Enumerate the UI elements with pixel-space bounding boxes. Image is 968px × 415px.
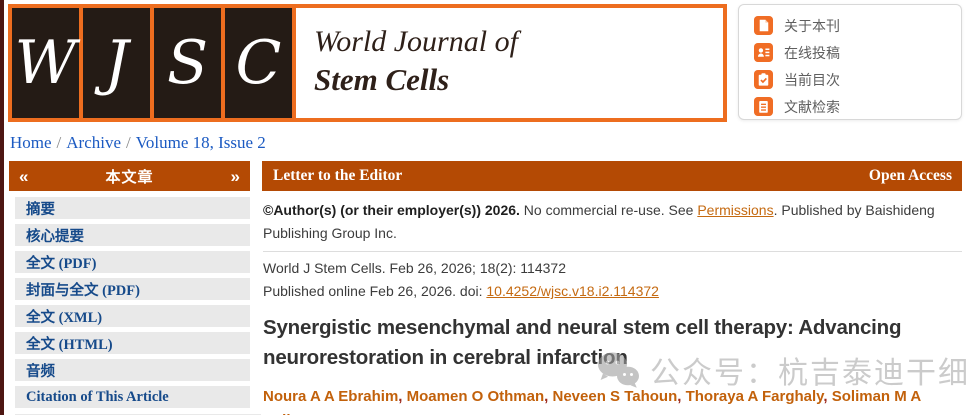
sidebar-item[interactable]: Citation of This Article bbox=[15, 386, 250, 408]
author-link[interactable]: Noura A A Ebrahim bbox=[263, 388, 399, 405]
sidebar-item-label: 全文 (PDF) bbox=[26, 255, 97, 272]
logo-letter-tile: J bbox=[83, 8, 150, 118]
breadcrumb-separator: / bbox=[126, 133, 131, 152]
logo-letter: W bbox=[14, 28, 77, 98]
journal-logo-banner[interactable]: W J S C World Journal of Stem Cells bbox=[8, 4, 727, 122]
article-type-bar: Letter to the Editor Open Access bbox=[262, 161, 962, 191]
author-separator: , bbox=[677, 388, 686, 405]
author-entry: Neveen S Tahoun, bbox=[553, 388, 686, 405]
menu-item-label: 当前目次 bbox=[784, 71, 840, 88]
menu-item-about-journal[interactable]: 关于本刊 bbox=[754, 12, 961, 39]
sidebar-item-label: Citation of This Article bbox=[26, 388, 169, 405]
doi-link[interactable]: 10.4252/wjsc.v18.i2.114372 bbox=[486, 283, 659, 299]
journal-citation: World J Stem Cells. Feb 26, 2026; 18(2):… bbox=[263, 260, 566, 276]
logo-letter: S bbox=[166, 28, 209, 98]
open-access-label: Open Access bbox=[868, 167, 952, 184]
sidebar-item[interactable]: 封面与全文 (PDF) bbox=[15, 278, 250, 300]
copyright-notice: ©Author(s) (or their employer(s)) 2026. … bbox=[263, 199, 962, 245]
next-article-icon[interactable]: » bbox=[230, 166, 240, 186]
author-link[interactable]: Soliman M A Soliman bbox=[263, 388, 921, 415]
sidebar-item-label: 核心提要 bbox=[26, 228, 84, 245]
author-separator: , bbox=[544, 388, 553, 405]
logo-letter-tiles: W J S C bbox=[12, 8, 292, 118]
menu-item-label: 文献检索 bbox=[784, 98, 840, 115]
journal-title-line1: World Journal of bbox=[314, 25, 518, 58]
citation-block: World J Stem Cells. Feb 26, 2026; 18(2):… bbox=[263, 257, 962, 303]
sidebar-item-label: 封面与全文 (PDF) bbox=[26, 282, 140, 299]
author-link[interactable]: Moamen O Othman bbox=[406, 388, 545, 405]
sidebar-item[interactable]: 全文 (HTML) bbox=[15, 332, 250, 354]
copyright-publisher: . Published by Baishideng Publishing Gro… bbox=[263, 202, 935, 241]
sidebar-item-label: 音频 bbox=[26, 363, 55, 380]
author-list: Noura A A Ebrahim, Moamen O Othman, Neve… bbox=[263, 385, 962, 415]
sidebar-header: « 本文章 » bbox=[9, 161, 250, 191]
online-submission-icon bbox=[754, 43, 773, 62]
copyright-holder: ©Author(s) (or their employer(s)) 2026. bbox=[263, 202, 520, 218]
logo-letter-tile: C bbox=[225, 8, 292, 118]
author-link[interactable]: Neveen S Tahoun bbox=[552, 388, 678, 405]
current-issue-icon bbox=[754, 70, 773, 89]
logo-letter: J bbox=[104, 28, 129, 98]
author-separator: , bbox=[398, 388, 407, 405]
sidebar-nav: 摘要 核心提要 全文 (PDF) 封面与全文 (PDF) 全文 (XML) 全文… bbox=[15, 197, 250, 413]
sidebar-item[interactable]: 摘要 bbox=[15, 197, 250, 219]
logo-letter: C bbox=[235, 28, 282, 98]
menu-item-label: 在线投稿 bbox=[784, 44, 840, 61]
sidebar-item-label: 摘要 bbox=[26, 201, 55, 218]
published-online-text: Published online Feb 26, 2026. doi: bbox=[263, 283, 487, 299]
author-entry: Noura A A Ebrahim, bbox=[263, 388, 407, 405]
page-left-border bbox=[0, 0, 4, 415]
menu-item-current-issue[interactable]: 当前目次 bbox=[754, 66, 961, 93]
breadcrumb-home-link[interactable]: Home bbox=[10, 133, 52, 152]
breadcrumb-archive-link[interactable]: Archive bbox=[66, 133, 122, 152]
logo-letter-tile: S bbox=[154, 8, 221, 118]
literature-search-icon bbox=[754, 97, 773, 116]
menu-item-online-submission[interactable]: 在线投稿 bbox=[754, 39, 961, 66]
article-title: Synergistic mesenchymal and neural stem … bbox=[263, 316, 902, 369]
menu-item-literature-search[interactable]: 文献检索 bbox=[754, 93, 961, 120]
author-separator: , bbox=[823, 388, 832, 405]
author-link[interactable]: Thoraya A Farghaly bbox=[685, 388, 824, 405]
journal-title-block: World Journal of Stem Cells bbox=[296, 8, 723, 118]
permissions-link[interactable]: Permissions bbox=[697, 202, 774, 218]
author-entry: Thoraya A Farghaly, bbox=[686, 388, 832, 405]
author-entry: Moamen O Othman, bbox=[407, 388, 553, 405]
sidebar-title: 本文章 bbox=[105, 168, 154, 186]
copyright-text: No commercial re-use. See bbox=[519, 202, 698, 218]
sidebar-item[interactable]: 全文 (PDF) bbox=[15, 251, 250, 273]
prev-article-icon[interactable]: « bbox=[19, 166, 29, 186]
logo-letter-tile: W bbox=[12, 8, 79, 118]
sidebar-item[interactable]: 全文 (XML) bbox=[15, 305, 250, 327]
sidebar-item[interactable]: 核心提要 bbox=[15, 224, 250, 246]
article-main: ©Author(s) (or their employer(s)) 2026. … bbox=[263, 199, 962, 415]
sidebar-item-label: 全文 (HTML) bbox=[26, 336, 113, 353]
sidebar-item[interactable]: 音频 bbox=[15, 359, 250, 381]
section-divider bbox=[263, 251, 962, 252]
sidebar-item-label: 全文 (XML) bbox=[26, 309, 103, 326]
breadcrumb-issue-link[interactable]: Volume 18, Issue 2 bbox=[135, 133, 266, 152]
article-type-label: Letter to the Editor bbox=[273, 167, 403, 184]
journal-title-line2: Stem Cells bbox=[314, 62, 450, 97]
quick-menu-panel: 关于本刊 在线投稿 当前目次 bbox=[738, 4, 962, 120]
breadcrumb: Home / Archive / Volume 18, Issue 2 bbox=[10, 133, 266, 153]
author-entry: Soliman M A Soliman, bbox=[263, 388, 921, 415]
breadcrumb-separator: / bbox=[56, 133, 62, 152]
menu-item-label: 关于本刊 bbox=[784, 17, 840, 34]
about-journal-icon bbox=[754, 16, 773, 35]
